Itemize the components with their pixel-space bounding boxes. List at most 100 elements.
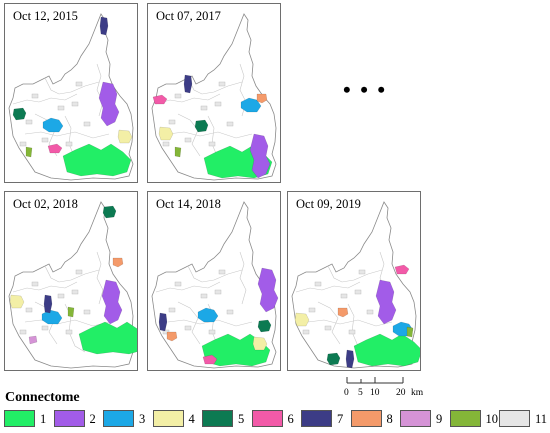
legend-label: 7: [337, 412, 344, 426]
connectome-patch-11: [75, 81, 83, 87]
legend-swatch: [449, 410, 481, 427]
connectome-patch-11: [302, 329, 310, 335]
legend-swatch: [152, 410, 184, 427]
connectome-patch-1: [353, 333, 420, 367]
map-canvas: [151, 201, 279, 369]
connectome-patch-8: [166, 331, 178, 342]
scale-tick-0: 0: [344, 388, 349, 398]
legend-swatch: [251, 410, 283, 427]
scale-tick-20: 20: [396, 388, 406, 398]
connectome-patch-2: [98, 81, 120, 127]
panel-date: Oct 07, 2017: [154, 8, 223, 24]
parcel-boundary: [239, 251, 247, 305]
connectome-patch-11: [168, 307, 176, 313]
connectome-patch-11: [208, 329, 216, 335]
connectome-patch-6: [394, 264, 410, 275]
connectome-patch-7: [158, 312, 168, 332]
map-canvas: [291, 201, 420, 369]
connectome-patch-11: [174, 281, 182, 287]
connectome-patch-11: [41, 137, 49, 143]
panel-date: Oct 09, 2019: [294, 196, 363, 212]
connectome-patch-11: [314, 281, 322, 287]
connectome-patch-2: [257, 267, 279, 313]
parcel-boundary: [96, 63, 104, 117]
connectome-patch-7: [345, 349, 355, 369]
connectome-patch-11: [65, 329, 73, 335]
connectome-patch-8: [256, 93, 268, 104]
parcel-boundary: [317, 301, 341, 345]
connectome-patch-11: [19, 141, 27, 147]
connectome-patch-10: [67, 306, 75, 318]
legend-label: 5: [238, 412, 245, 426]
connectome-patch-8: [112, 257, 124, 268]
connectome-patch-11: [200, 293, 208, 299]
parcel-boundary: [155, 281, 221, 293]
connectome-patch-4: [117, 129, 133, 144]
connectome-patch-11: [218, 81, 226, 87]
connectome-patch-11: [308, 307, 316, 313]
parcel-boundary: [12, 93, 78, 105]
parcel-boundary: [12, 281, 78, 293]
connectome-patch-11: [184, 325, 192, 331]
legend-label: 9: [436, 412, 443, 426]
map-panel-oct-14-2018: Oct 14, 2018: [147, 191, 281, 371]
map-canvas: [8, 13, 134, 181]
legend-title: Connectome: [5, 390, 80, 405]
legend-swatch: [53, 410, 85, 427]
connectome-patch-11: [31, 281, 39, 287]
connectome-patch-6: [47, 143, 63, 154]
legend-label: 8: [386, 412, 393, 426]
connectome-patch-11: [226, 309, 234, 315]
connectome-patch-2: [375, 279, 397, 325]
connectome-patch-4: [9, 294, 25, 309]
parcel-boundary: [44, 265, 100, 283]
connectome-patch-11: [226, 121, 234, 127]
connectome-patch-11: [214, 101, 222, 107]
legend-swatch: [400, 410, 431, 427]
connectome-patch-11: [83, 121, 91, 127]
connectome-patch-9: [28, 335, 38, 345]
connectome-patch-11: [218, 269, 226, 275]
parcel-boundary: [327, 265, 383, 283]
connectome-patch-5: [102, 205, 117, 219]
connectome-patch-10: [25, 146, 33, 158]
connectome-patch-11: [71, 289, 79, 295]
parcel-boundary: [24, 319, 110, 327]
parcel-boundary: [167, 131, 253, 139]
parcel-boundary: [295, 281, 361, 293]
legend-label: 10: [485, 412, 499, 426]
connectome-patch-11: [83, 309, 91, 315]
connectome-patch-5: [12, 107, 27, 121]
parcel-boundary: [155, 93, 221, 105]
connectome-patch-11: [31, 93, 39, 99]
map-panel-oct-12-2015: Oct 12, 2015: [4, 3, 138, 183]
connectome-patch-7: [183, 74, 193, 94]
connectome-patch-5: [257, 319, 272, 333]
connectome-patch-11: [366, 309, 374, 315]
legend-label: 1: [40, 412, 47, 426]
connectome-patch-11: [168, 119, 176, 125]
connectome-patch-1: [62, 143, 132, 177]
connectome-patch-11: [162, 141, 170, 147]
connectome-patch-3: [240, 97, 262, 113]
legend-swatch: [4, 410, 35, 427]
connectome-patch-11: [65, 141, 73, 147]
scale-unit: km: [411, 388, 424, 398]
parcel-boundary: [44, 77, 100, 95]
connectome-patch-11: [57, 293, 65, 299]
connectome-patch-11: [184, 137, 192, 143]
connectome-patch-5: [194, 119, 209, 133]
connectome-patch-7: [99, 16, 109, 36]
connectome-patch-6: [152, 94, 168, 105]
parcel-boundary: [24, 131, 110, 139]
connectome-patch-11: [340, 293, 348, 299]
parcel-boundary: [96, 251, 104, 305]
scale-bar: [346, 377, 404, 384]
ellipsis: • • •: [343, 77, 388, 102]
connectome-patch-11: [200, 105, 208, 111]
connectome-patch-3: [197, 307, 219, 323]
map-panel-oct-02-2018: Oct 02, 2018: [4, 191, 138, 371]
map-panel-oct-09-2019: Oct 09, 2019: [287, 191, 421, 371]
connectome-patch-11: [75, 269, 83, 275]
connectome-patch-11: [19, 329, 27, 335]
